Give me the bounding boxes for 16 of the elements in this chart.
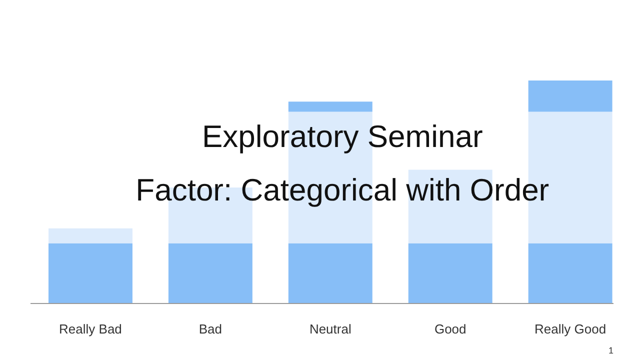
text: Factor: Categorical with Order bbox=[136, 172, 550, 208]
bar bbox=[528, 243, 612, 304]
x-tick-label: Really Good bbox=[534, 322, 606, 336]
x-tick-label: Bad bbox=[198, 322, 222, 336]
bar bbox=[408, 243, 492, 304]
x-tick-label: Neutral bbox=[309, 322, 352, 336]
x-tick-label: Really Bad bbox=[59, 322, 122, 336]
x-tick-label: Good bbox=[434, 322, 466, 336]
bar bbox=[528, 80, 612, 112]
bar bbox=[288, 243, 372, 304]
bar bbox=[288, 102, 372, 112]
bar bbox=[168, 243, 252, 304]
bar bbox=[48, 228, 132, 244]
text: Exploratory Seminar bbox=[202, 118, 483, 154]
bar bbox=[48, 243, 132, 304]
text: 1 bbox=[608, 346, 614, 356]
